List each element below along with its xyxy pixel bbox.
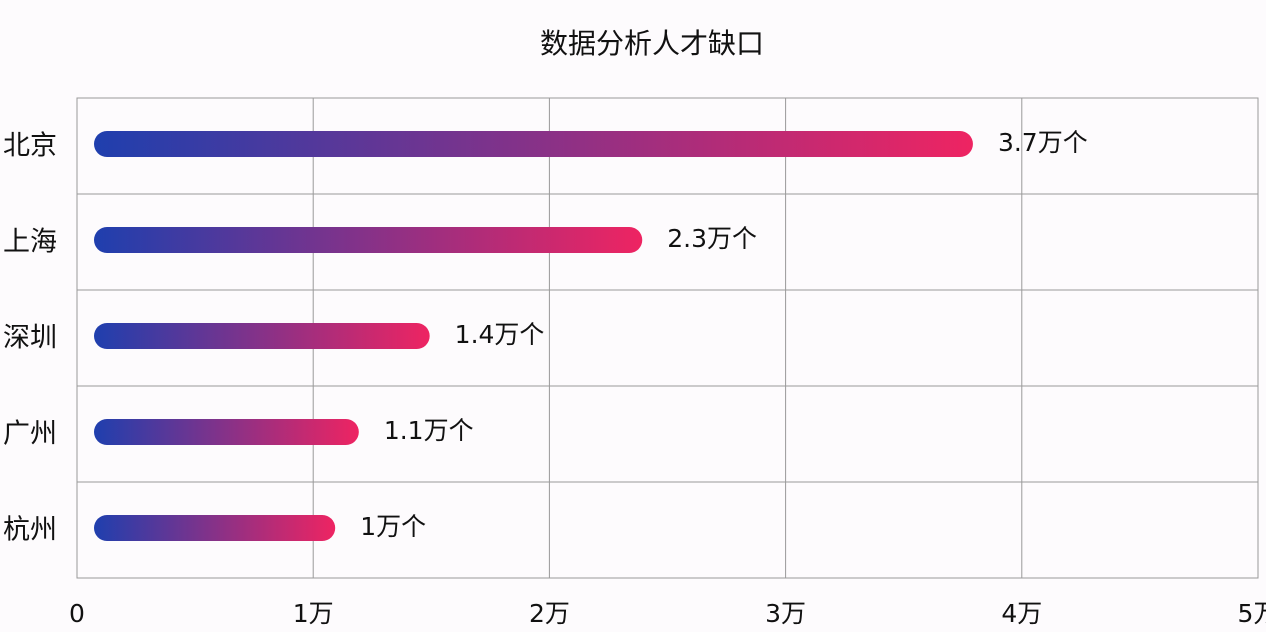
value-label: 1.1万个 — [384, 416, 474, 445]
y-tick-label: 上海 — [3, 227, 57, 258]
value-label: 1.4万个 — [455, 320, 545, 349]
bar — [94, 227, 643, 253]
chart-title: 数据分析人才缺口 — [540, 27, 764, 60]
y-tick-label: 北京 — [3, 131, 57, 162]
x-tick-label: 3万 — [765, 599, 806, 628]
value-label: 2.3万个 — [667, 224, 757, 253]
value-label: 3.7万个 — [998, 128, 1088, 157]
y-tick-label: 广州 — [3, 419, 57, 450]
bar — [94, 323, 430, 349]
x-tick-label: 0 — [69, 599, 85, 628]
bar — [94, 515, 336, 541]
x-tick-label: 5万 — [1238, 599, 1266, 628]
value-label: 1万个 — [360, 512, 426, 541]
y-tick-label: 杭州 — [3, 515, 57, 546]
x-tick-label: 1万 — [293, 599, 334, 628]
bar — [94, 131, 973, 157]
x-tick-label: 2万 — [529, 599, 570, 628]
y-tick-label: 深圳 — [3, 323, 57, 354]
bar — [94, 419, 359, 445]
x-tick-label: 4万 — [1001, 599, 1042, 628]
